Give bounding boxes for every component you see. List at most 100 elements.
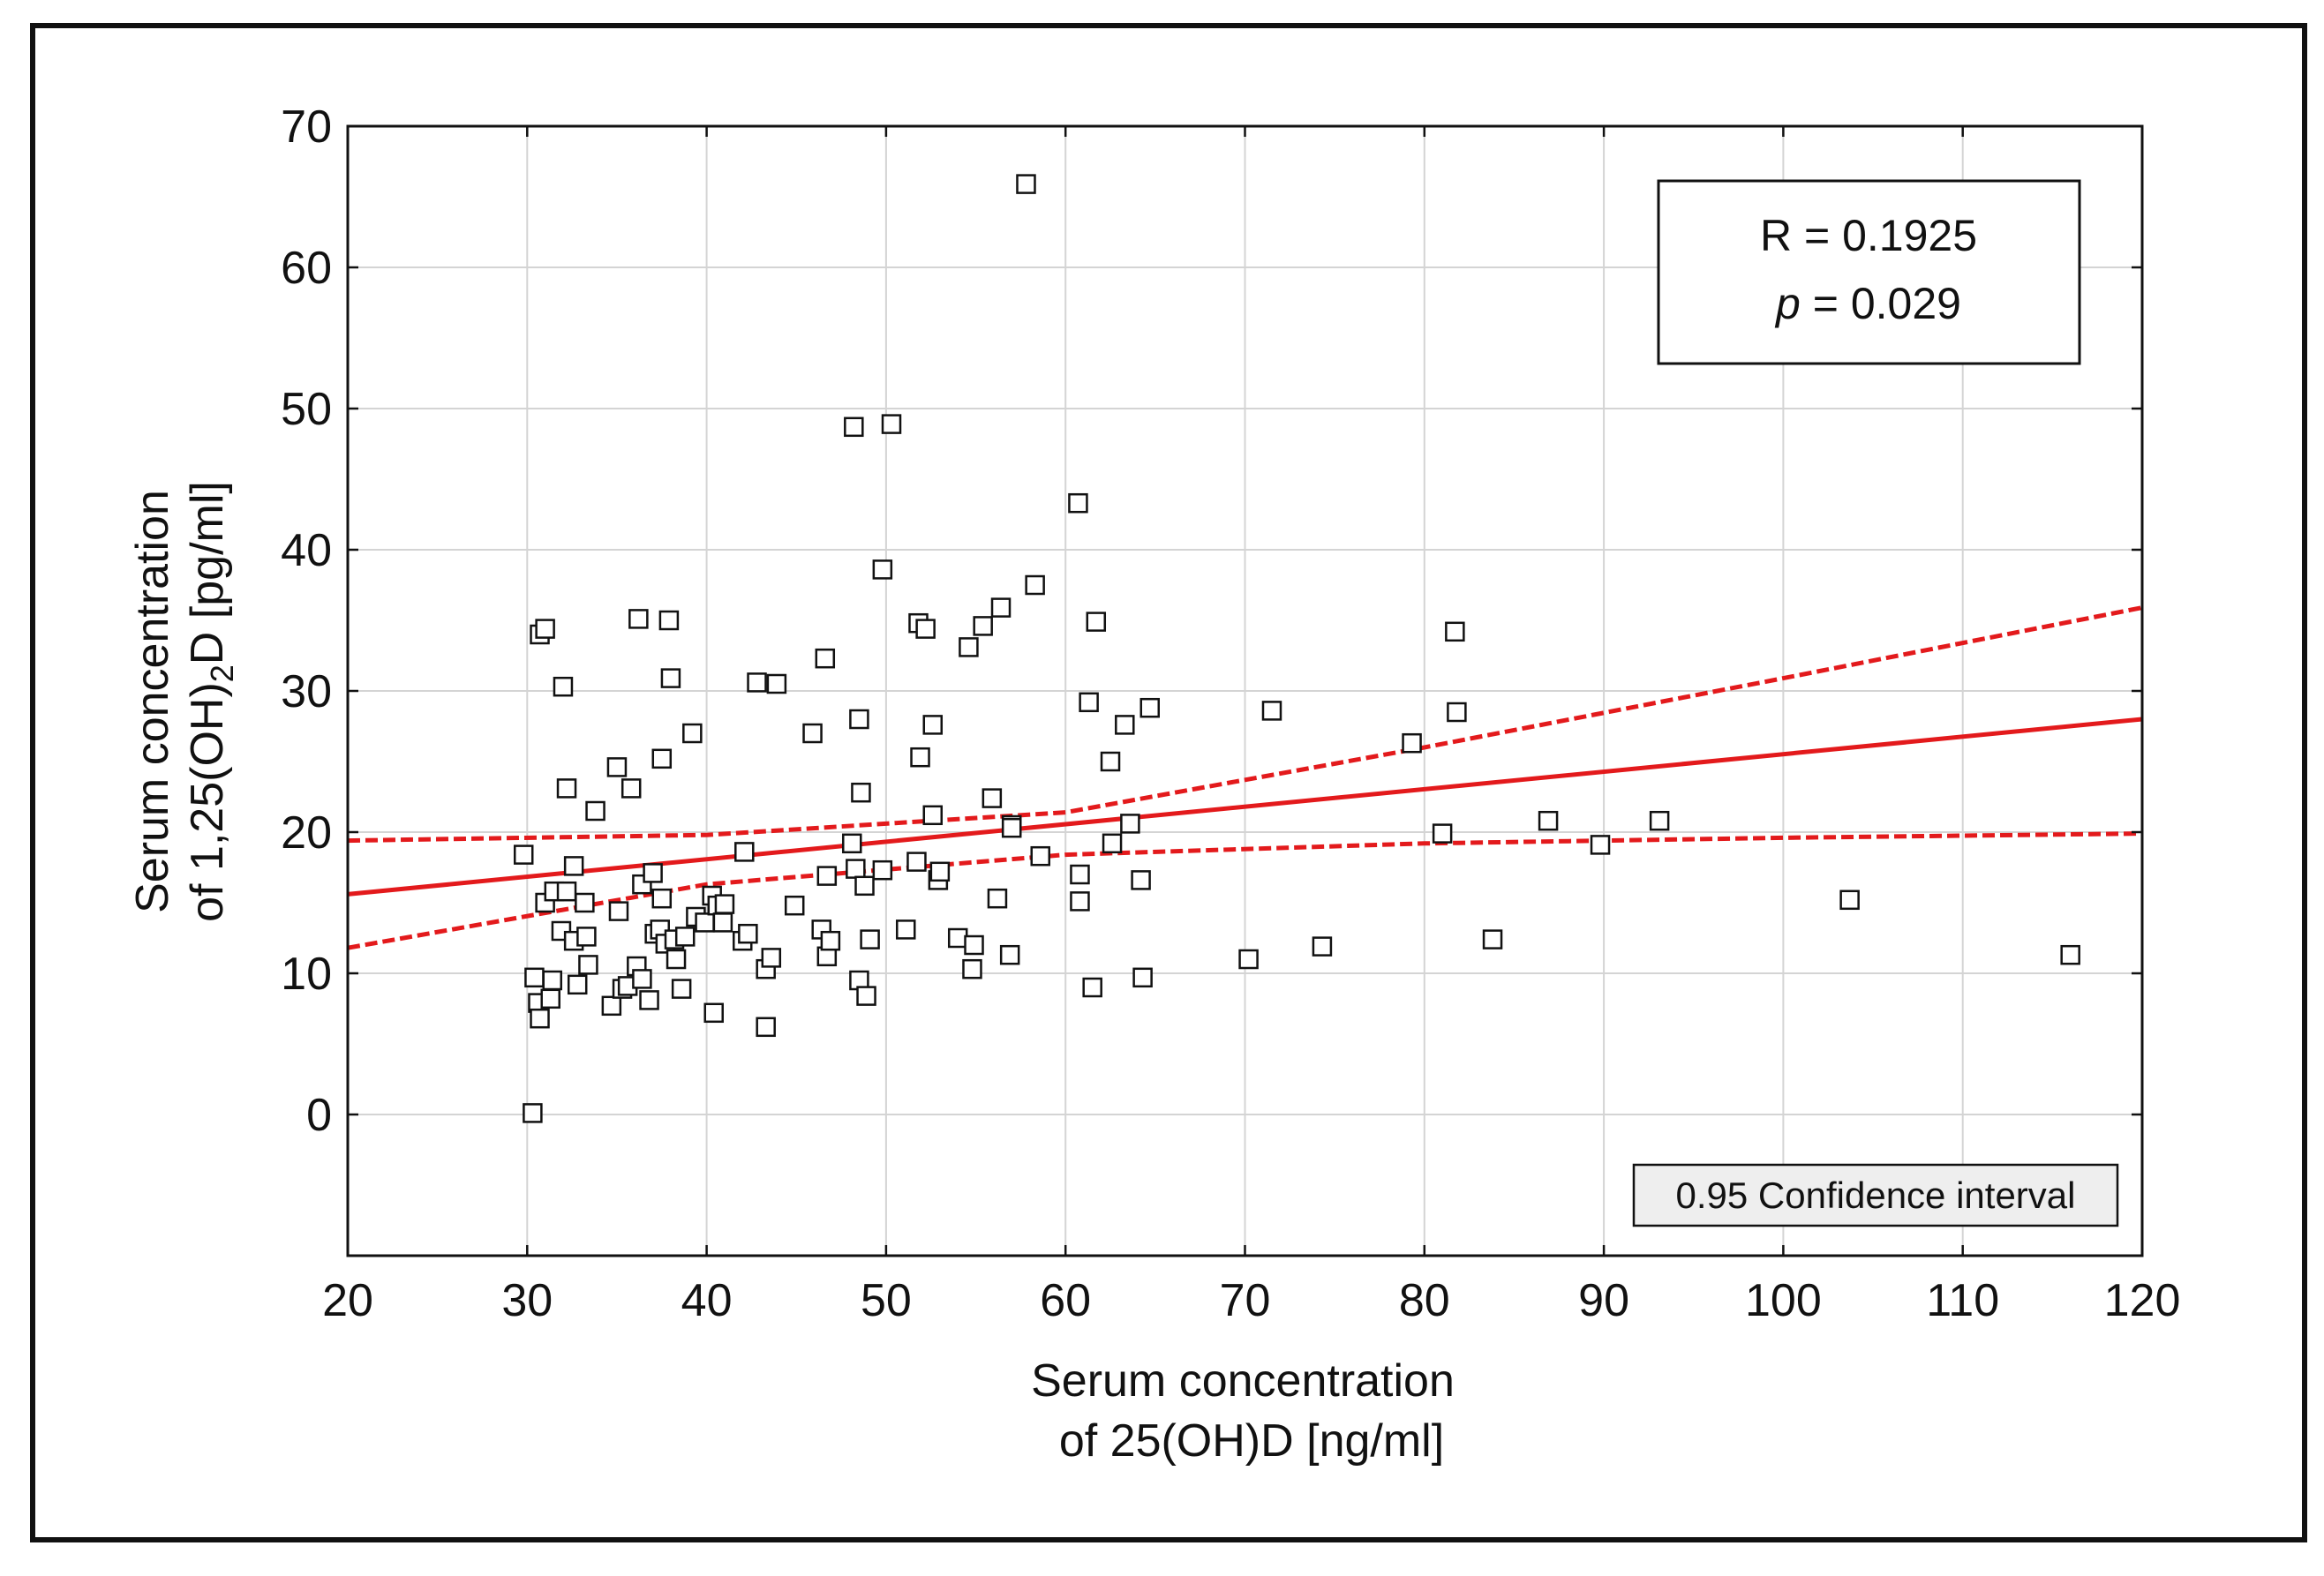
data-point-0 [523, 1103, 543, 1123]
data-point-47 [695, 912, 715, 933]
ci-legend: 0.95 Confidence interval [1632, 1163, 2119, 1227]
data-point-89 [947, 927, 968, 949]
data-point-100 [1016, 174, 1036, 194]
data-point-125 [1590, 835, 1611, 855]
data-point-49 [703, 1002, 724, 1024]
r-value-label: R = 0.1925 [1760, 211, 1977, 260]
data-point-112 [1120, 814, 1140, 834]
data-point-2 [524, 967, 545, 988]
data-point-104 [1070, 864, 1090, 885]
data-point-94 [981, 788, 1003, 808]
data-point-101 [1025, 574, 1045, 596]
data-point-84 [915, 619, 936, 639]
x-tick-label-60: 60 [1040, 1275, 1091, 1326]
data-point-72 [849, 709, 869, 730]
data-point-123 [1482, 929, 1503, 949]
data-point-6 [535, 619, 555, 639]
ci-legend-label: 0.95 Confidence interval [1676, 1174, 2076, 1216]
data-point-73 [851, 782, 871, 803]
data-point-43 [671, 979, 692, 999]
data-point-69 [844, 417, 864, 438]
x-axis-title-line1: Serum concentration [1031, 1355, 1455, 1407]
data-point-111 [1115, 715, 1135, 735]
y-tick-labels: 0 10 20 30 40 50 60 70 [281, 101, 332, 1141]
data-point-42 [666, 949, 687, 970]
data-point-54 [734, 842, 755, 862]
data-points [513, 174, 2080, 1123]
data-point-67 [816, 866, 838, 886]
data-point-64 [815, 648, 836, 669]
y-tick-label-20: 20 [281, 807, 332, 859]
data-point-109 [1100, 751, 1121, 772]
data-point-60 [766, 673, 787, 694]
x-tick-label-90: 90 [1578, 1275, 1629, 1326]
data-point-22 [601, 995, 622, 1017]
data-point-40 [658, 610, 680, 631]
data-point-80 [896, 919, 916, 940]
data-point-45 [682, 723, 703, 744]
data-point-81 [906, 852, 927, 872]
y-tick-label-0: 0 [306, 1090, 332, 1141]
p-value-label: p = 0.029 [1774, 279, 1961, 328]
data-point-74 [854, 875, 875, 897]
data-point-56 [747, 672, 767, 693]
axis-ticks [346, 124, 2144, 1256]
stats-box-frame [1657, 179, 2081, 365]
x-tick-label-40: 40 [681, 1275, 733, 1326]
x-tick-label-110: 110 [1926, 1275, 1999, 1326]
data-point-90 [959, 637, 979, 657]
data-point-66 [820, 930, 841, 951]
data-point-117 [1261, 701, 1282, 721]
data-point-93 [973, 616, 993, 636]
data-point-118 [1312, 936, 1333, 957]
p-value-number: = 0.029 [1801, 279, 1961, 328]
data-point-18 [576, 927, 597, 947]
y-tick-label-40: 40 [281, 525, 332, 576]
y-axis-title-part-a: of 1,25(OH) [182, 682, 233, 922]
data-point-119 [1402, 732, 1422, 754]
data-point-126 [1649, 810, 1670, 831]
data-point-97 [999, 944, 1020, 965]
data-point-70 [846, 859, 866, 879]
data-point-77 [872, 859, 893, 881]
p-symbol: p [1774, 279, 1801, 328]
data-point-96 [990, 597, 1012, 618]
data-point-61 [784, 895, 805, 916]
data-point-4 [530, 1008, 550, 1029]
data-point-55 [738, 923, 758, 944]
data-point-78 [872, 559, 893, 580]
data-point-13 [556, 778, 577, 799]
data-point-83 [910, 747, 930, 768]
data-point-29 [628, 609, 649, 629]
y-axis-title: Serum concentration of 1,25(OH)2D [pg/ml… [127, 481, 240, 922]
data-point-103 [1068, 492, 1088, 514]
data-point-108 [1086, 612, 1107, 632]
data-point-9 [542, 970, 563, 991]
data-point-106 [1079, 692, 1099, 713]
confidence-band-upper [347, 605, 2143, 844]
data-point-8 [540, 988, 560, 1009]
data-point-99 [1001, 817, 1022, 838]
data-point-92 [964, 934, 984, 956]
y-tick-label-30: 30 [281, 666, 332, 717]
data-point-110 [1102, 833, 1123, 854]
data-point-79 [881, 414, 902, 434]
data-point-16 [563, 856, 584, 876]
data-point-105 [1070, 891, 1090, 912]
data-point-21 [585, 800, 605, 822]
data-point-23 [606, 757, 628, 777]
data-point-12 [553, 676, 574, 697]
data-point-127 [1839, 889, 1860, 911]
data-point-57 [756, 1017, 776, 1038]
stats-box: R = 0.1925 p = 0.029 [1657, 179, 2081, 365]
data-point-86 [922, 805, 944, 826]
data-point-124 [1538, 810, 1559, 831]
x-tick-label-30: 30 [501, 1275, 553, 1326]
data-point-14 [556, 881, 577, 902]
confidence-band-lines [347, 605, 2143, 950]
data-point-37 [651, 748, 673, 769]
x-tick-label-100: 100 [1745, 1275, 1822, 1326]
data-point-59 [761, 948, 782, 968]
y-tick-label-50: 50 [281, 384, 332, 435]
